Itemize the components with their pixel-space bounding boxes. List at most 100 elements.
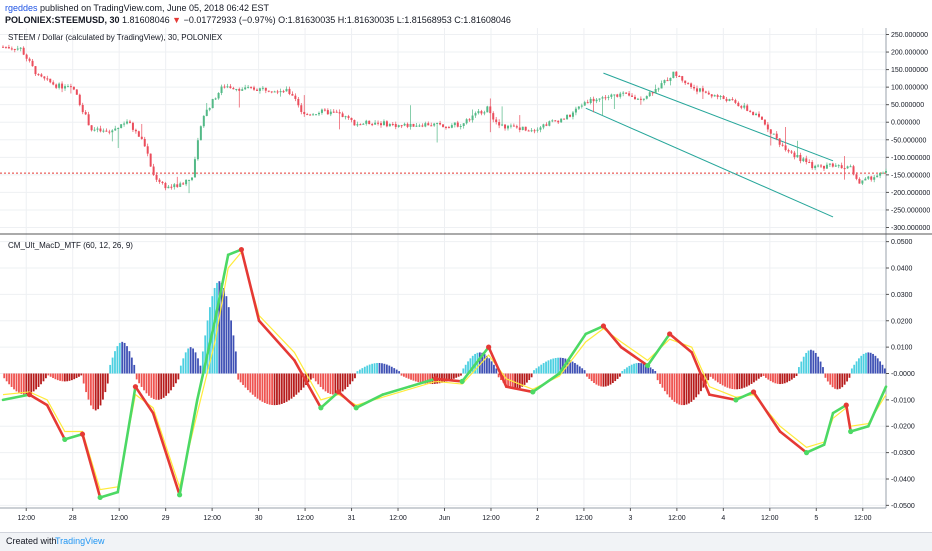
candle-body bbox=[837, 165, 840, 167]
candle-body bbox=[719, 96, 722, 98]
histogram-bar bbox=[213, 287, 216, 374]
histogram-bar bbox=[659, 373, 661, 384]
candle-body bbox=[368, 120, 371, 125]
candle-body bbox=[498, 122, 501, 126]
candle-body bbox=[749, 110, 752, 112]
candle-body bbox=[530, 130, 533, 132]
macd-line-segment bbox=[45, 403, 67, 441]
macd-lines bbox=[1, 246, 888, 501]
histogram-bar bbox=[642, 363, 645, 374]
time-tick-label: 12:00 bbox=[203, 515, 221, 522]
histogram-bar bbox=[750, 373, 753, 384]
candle-body bbox=[882, 172, 885, 174]
histogram-bar bbox=[87, 373, 90, 400]
histogram-bar bbox=[422, 373, 424, 384]
candle-body bbox=[698, 88, 701, 92]
candle-body bbox=[377, 122, 380, 124]
candle-body bbox=[120, 124, 123, 128]
histogram-bar bbox=[412, 373, 415, 381]
histogram-bar bbox=[535, 368, 538, 374]
histogram-bar bbox=[874, 355, 877, 374]
histogram-bar bbox=[407, 373, 410, 379]
candle-body bbox=[710, 94, 713, 97]
candle-body bbox=[592, 98, 595, 102]
macd-line-segment bbox=[778, 430, 808, 454]
histogram-bar bbox=[223, 287, 225, 374]
candle-body bbox=[338, 112, 341, 114]
macd-cross-dot bbox=[97, 494, 103, 501]
histogram-bar bbox=[600, 373, 602, 387]
candle-body bbox=[436, 122, 439, 124]
candle-body bbox=[380, 123, 383, 126]
histogram-bar bbox=[460, 373, 462, 376]
candle-body bbox=[722, 96, 725, 99]
candle-body bbox=[427, 123, 430, 126]
candle-body bbox=[822, 165, 825, 169]
candle-body bbox=[220, 86, 223, 94]
candle-body bbox=[403, 123, 406, 126]
histogram-bar bbox=[133, 364, 136, 374]
histogram-bar bbox=[138, 373, 141, 384]
histogram-bar bbox=[371, 363, 374, 374]
histogram-bar bbox=[514, 373, 517, 390]
macd-line-segment bbox=[178, 398, 199, 497]
histogram-bar bbox=[571, 361, 574, 374]
candle-body bbox=[102, 130, 105, 132]
histogram-bar bbox=[726, 373, 729, 388]
histogram-bar bbox=[574, 363, 576, 374]
histogram-bar bbox=[621, 370, 624, 374]
macd-cross-dot bbox=[843, 402, 849, 408]
candle-body bbox=[170, 186, 173, 188]
price-pane: STEEM / Dollar (calculated by TradingVie… bbox=[0, 32, 930, 232]
histogram-bar bbox=[537, 366, 540, 374]
histogram-bar bbox=[774, 373, 777, 384]
histogram-bar bbox=[182, 358, 185, 374]
tradingview-logo[interactable]: TradingView bbox=[55, 536, 105, 546]
histogram-bar bbox=[867, 352, 870, 374]
candle-body bbox=[235, 88, 238, 90]
macd-tick-label: 0.0500 bbox=[891, 239, 913, 246]
histogram-bar bbox=[227, 307, 230, 374]
time-tick-label: 12:00 bbox=[296, 515, 314, 522]
candle-body bbox=[241, 89, 244, 91]
macd-cross-dot bbox=[486, 344, 492, 350]
candle-body bbox=[31, 60, 34, 67]
candle-body bbox=[123, 123, 126, 125]
histogram-bar bbox=[261, 373, 264, 402]
histogram-bar bbox=[721, 373, 724, 386]
histogram-bar bbox=[651, 369, 654, 374]
last-price: 1.81608046 bbox=[122, 15, 170, 25]
chart-area[interactable]: STEEM / Dollar (calculated by TradingVie… bbox=[0, 28, 932, 532]
histogram-bar bbox=[417, 373, 420, 383]
histogram-bar bbox=[533, 370, 535, 374]
candle-body bbox=[657, 88, 660, 90]
candle-body bbox=[244, 87, 247, 90]
histogram-bar bbox=[623, 369, 626, 374]
histogram-bar bbox=[569, 360, 572, 374]
histogram-bar bbox=[63, 373, 66, 382]
candle-body bbox=[521, 126, 524, 130]
time-tick-label: 29 bbox=[162, 515, 170, 522]
histogram-bar bbox=[170, 373, 172, 391]
histogram-bar bbox=[802, 356, 805, 374]
price-tick-label: -300.000000 bbox=[891, 225, 930, 232]
macd-line-segment bbox=[195, 319, 217, 402]
histogram-bar bbox=[199, 365, 202, 374]
author-link[interactable]: rgeddes bbox=[5, 3, 38, 13]
candle-body bbox=[7, 47, 10, 49]
histogram-bar bbox=[189, 347, 192, 374]
histogram-bar bbox=[150, 373, 153, 398]
candle-body bbox=[504, 124, 507, 129]
candle-body bbox=[613, 94, 616, 96]
macd-cross-dot bbox=[644, 362, 651, 369]
histogram-bar bbox=[609, 373, 612, 385]
histogram-bar bbox=[49, 373, 52, 377]
candle-body bbox=[93, 129, 96, 131]
candle-body bbox=[793, 152, 796, 158]
histogram-bar bbox=[762, 373, 765, 377]
time-tick-label: 28 bbox=[69, 515, 77, 522]
histogram-bar bbox=[462, 368, 465, 374]
candle-body bbox=[28, 58, 31, 61]
histogram-bar bbox=[497, 373, 500, 378]
macd-cross-dot bbox=[433, 376, 439, 382]
